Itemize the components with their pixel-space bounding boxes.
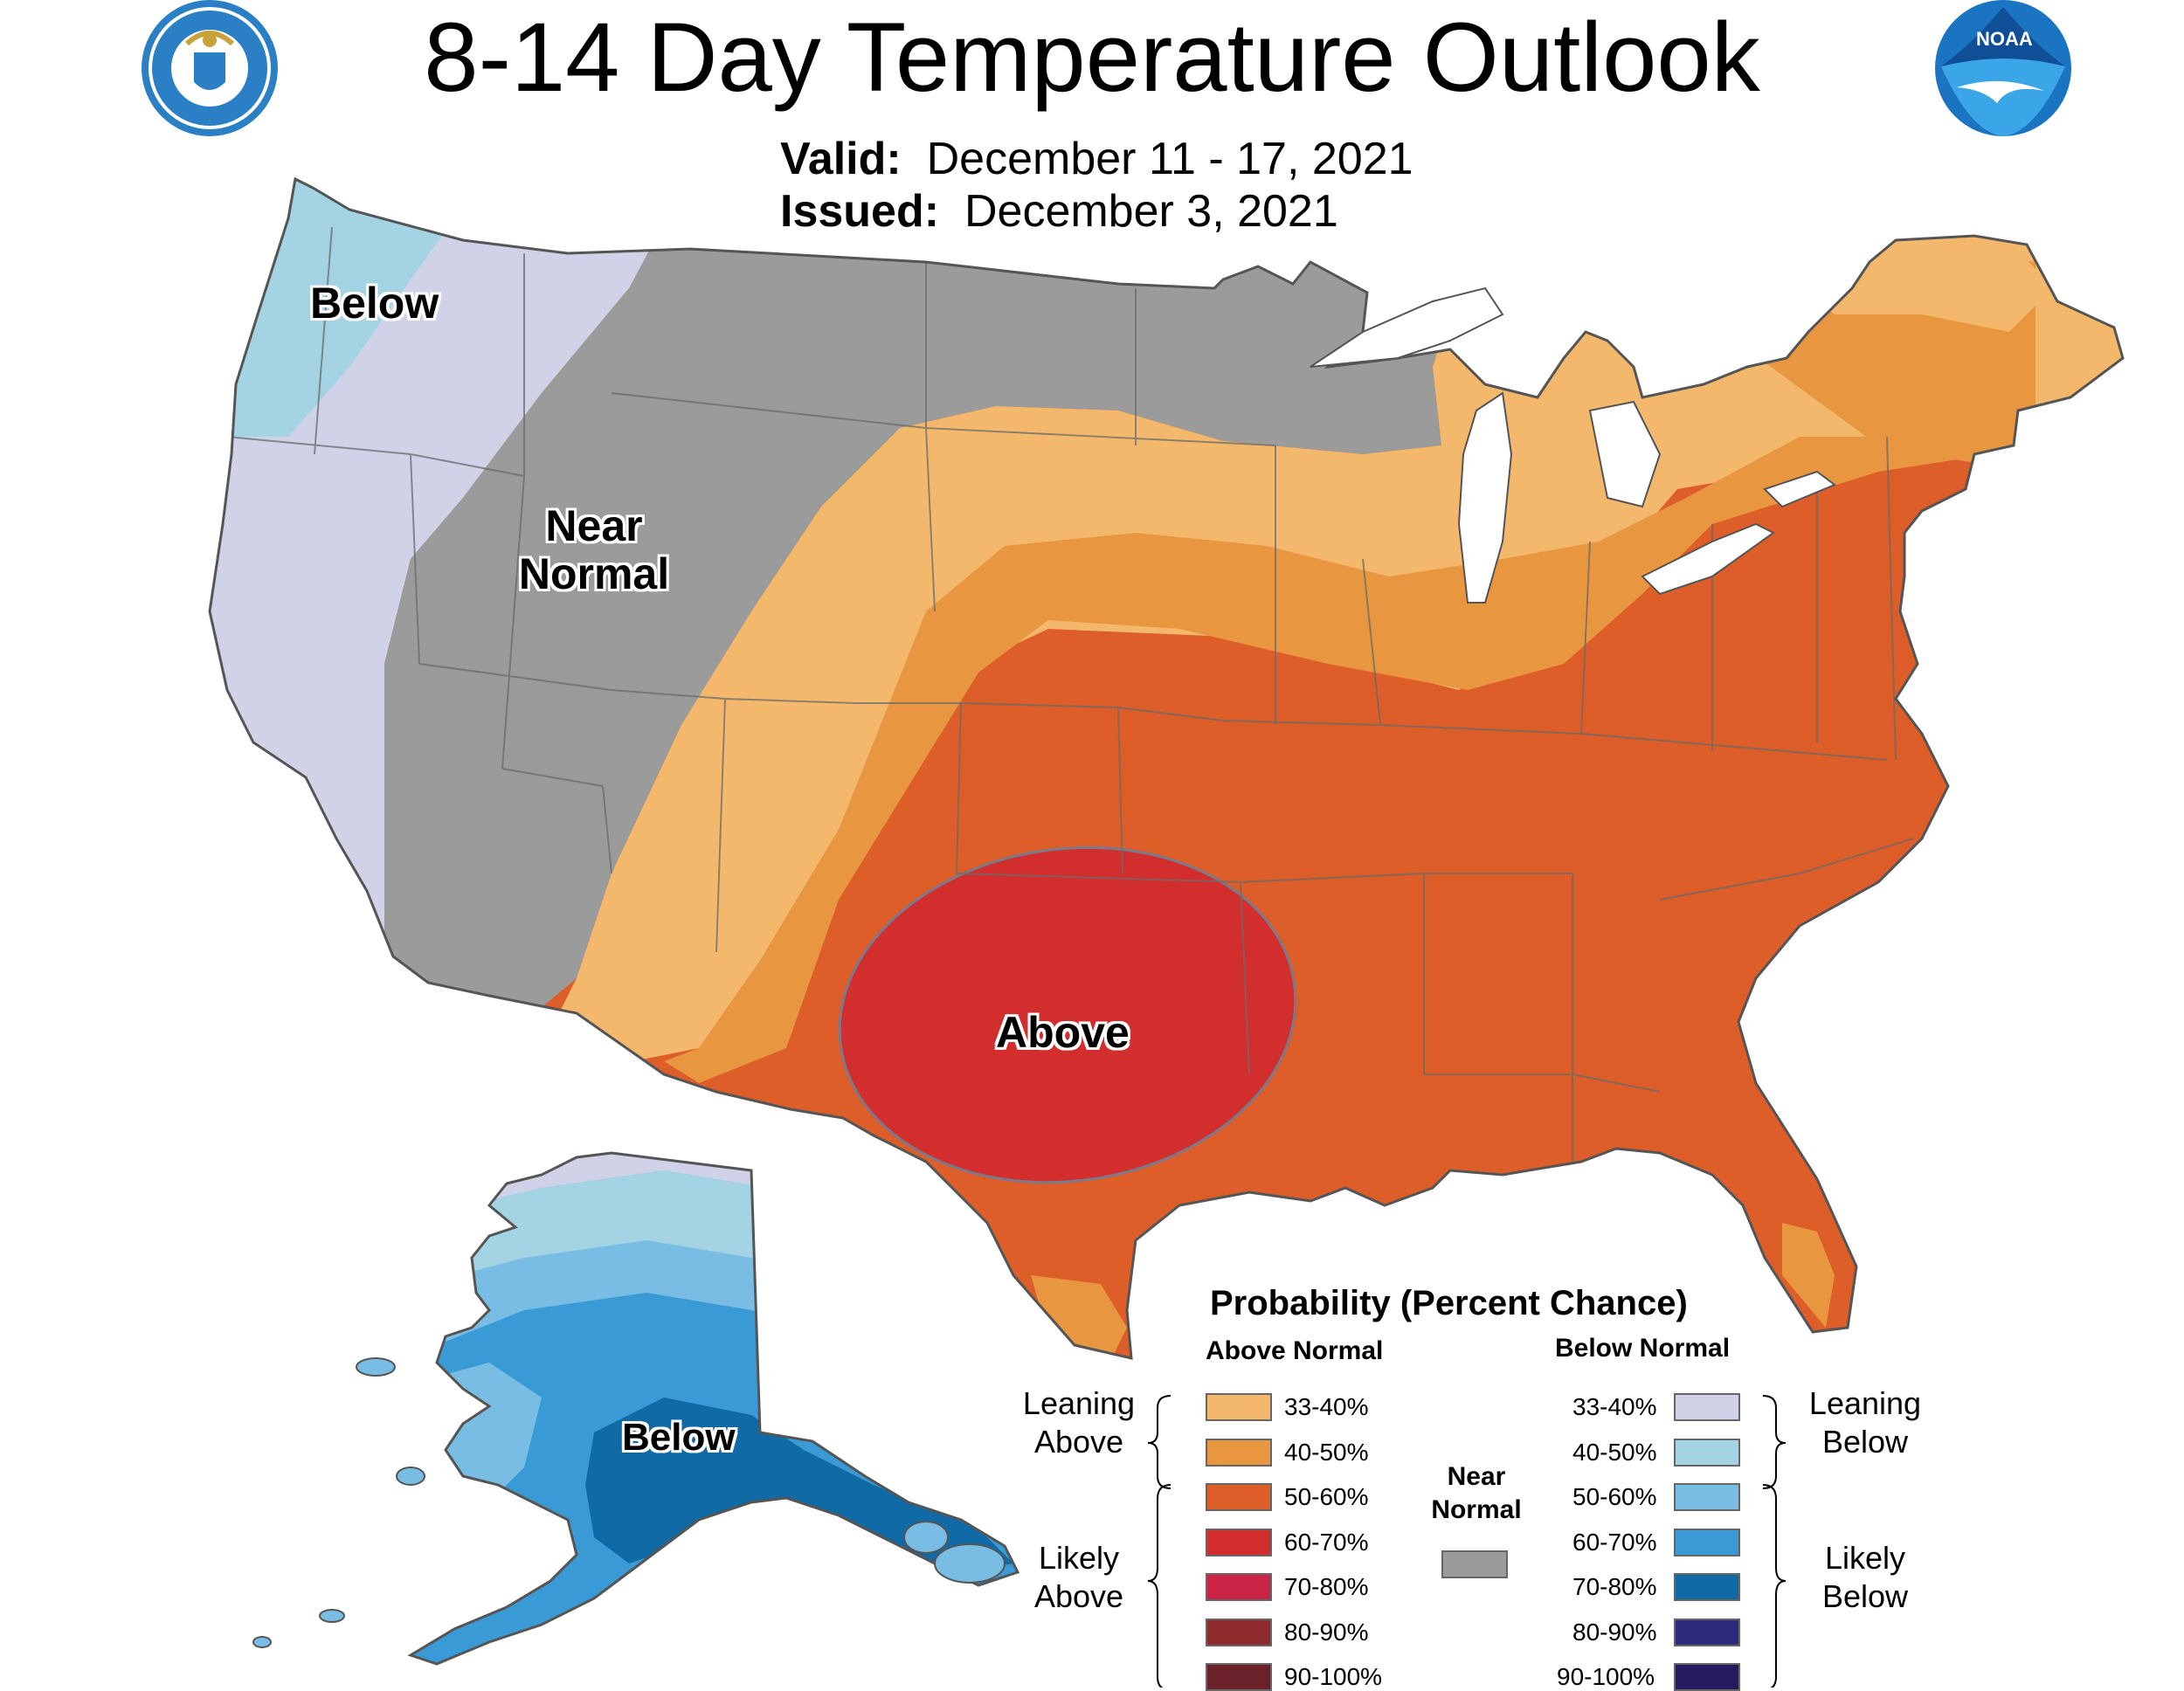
alaska-outline bbox=[407, 1151, 1020, 1666]
likely-below-line2: Below bbox=[1821, 1578, 1909, 1614]
near-normal-line1: Near bbox=[1447, 1462, 1506, 1491]
below-range-2: 50-60% bbox=[1572, 1483, 1657, 1510]
leaning-below-line2: Below bbox=[1821, 1424, 1909, 1460]
below-range-0: 33-40% bbox=[1572, 1393, 1657, 1420]
above-swatch-2 bbox=[1206, 1483, 1272, 1511]
legend-near-normal-swatch bbox=[1441, 1550, 1508, 1578]
issued-label: Issued: bbox=[780, 186, 940, 237]
likely-above-line1: Likely bbox=[1038, 1540, 1120, 1576]
legend-above-header: Above Normal bbox=[1206, 1336, 1384, 1365]
great-lakes bbox=[1310, 286, 1836, 604]
commerce-seal-logo bbox=[142, 0, 278, 136]
above-swatch-4 bbox=[1206, 1573, 1272, 1601]
legend-likely-above: Likely Above bbox=[1013, 1539, 1144, 1616]
date-block: Valid: December 11 - 17, 2021 Issued: De… bbox=[780, 133, 1413, 238]
above-range-3: 60-70% bbox=[1284, 1528, 1369, 1556]
above-range-2: 50-60% bbox=[1284, 1483, 1369, 1510]
label-near-normal: Near Normal bbox=[507, 502, 681, 598]
zone-above-40-50-florida bbox=[1782, 1223, 1835, 1328]
zone-above-40-50 bbox=[664, 437, 2123, 1083]
noaa-logo-text: NOAA bbox=[1976, 28, 2033, 50]
leaning-below-line1: Leaning bbox=[1808, 1385, 1922, 1421]
below-swatch-6 bbox=[1674, 1663, 1740, 1691]
above-swatch-6 bbox=[1206, 1663, 1272, 1691]
zone-above-40-50-texas bbox=[1031, 1275, 1127, 1358]
legend-likely-below: Likely Below bbox=[1800, 1539, 1931, 1616]
below-swatch-4 bbox=[1674, 1573, 1740, 1601]
legend-leaning-above: Leaning Above bbox=[1013, 1384, 1144, 1461]
legend-title: Probability (Percent Chance) bbox=[1210, 1284, 1688, 1322]
label-normal: Normal bbox=[518, 549, 670, 598]
legend-below-header: Below Normal bbox=[1555, 1334, 1731, 1363]
above-swatch-5 bbox=[1206, 1618, 1272, 1646]
below-range-1: 40-50% bbox=[1572, 1438, 1657, 1466]
above-swatch-3 bbox=[1206, 1528, 1272, 1556]
label-below-northwest: Below bbox=[310, 279, 439, 328]
page-title: 8-14 Day Temperature Outlook bbox=[424, 3, 1760, 112]
above-range-1: 40-50% bbox=[1284, 1438, 1369, 1466]
below-range-3: 60-70% bbox=[1572, 1528, 1657, 1556]
zone-above-60-70 bbox=[838, 846, 1297, 1184]
below-swatch-3 bbox=[1674, 1528, 1740, 1556]
conus-outline bbox=[208, 176, 2125, 1360]
label-near: Near bbox=[545, 501, 643, 550]
valid-dates: December 11 - 17, 2021 bbox=[926, 134, 1413, 184]
above-range-6: 90-100% bbox=[1284, 1663, 1383, 1690]
below-swatch-1 bbox=[1674, 1438, 1740, 1467]
issued-date: December 3, 2021 bbox=[964, 186, 1338, 237]
alaska-islands bbox=[252, 1357, 1006, 1648]
noaa-logo bbox=[1935, 0, 2071, 136]
state-boundaries bbox=[226, 226, 1914, 1162]
below-range-6: 90-100% bbox=[1557, 1663, 1655, 1690]
below-swatch-0 bbox=[1674, 1393, 1740, 1421]
above-range-5: 80-90% bbox=[1284, 1618, 1369, 1646]
likely-above-line2: Above bbox=[1033, 1578, 1124, 1614]
likely-below-line1: Likely bbox=[1824, 1540, 1906, 1576]
below-range-5: 80-90% bbox=[1572, 1618, 1657, 1646]
label-below-alaska: Below bbox=[622, 1416, 736, 1459]
label-above: Above bbox=[996, 1008, 1130, 1057]
leaning-above-line1: Leaning bbox=[1022, 1385, 1136, 1421]
near-normal-line2: Normal bbox=[1431, 1495, 1522, 1524]
valid-label: Valid: bbox=[780, 134, 902, 184]
above-range-0: 33-40% bbox=[1284, 1393, 1369, 1420]
leaning-above-line2: Above bbox=[1033, 1424, 1124, 1460]
zone-near-normal bbox=[384, 179, 2123, 1022]
above-range-4: 70-80% bbox=[1284, 1573, 1369, 1600]
conus-map bbox=[210, 179, 2123, 1358]
below-swatch-2 bbox=[1674, 1483, 1740, 1511]
above-swatch-1 bbox=[1206, 1438, 1272, 1467]
legend-leaning-below: Leaning Below bbox=[1800, 1384, 1931, 1461]
below-range-4: 70-80% bbox=[1572, 1573, 1657, 1600]
below-swatch-5 bbox=[1674, 1618, 1740, 1646]
above-swatch-0 bbox=[1206, 1393, 1272, 1421]
legend-near-normal: Near Normal bbox=[1424, 1460, 1529, 1527]
